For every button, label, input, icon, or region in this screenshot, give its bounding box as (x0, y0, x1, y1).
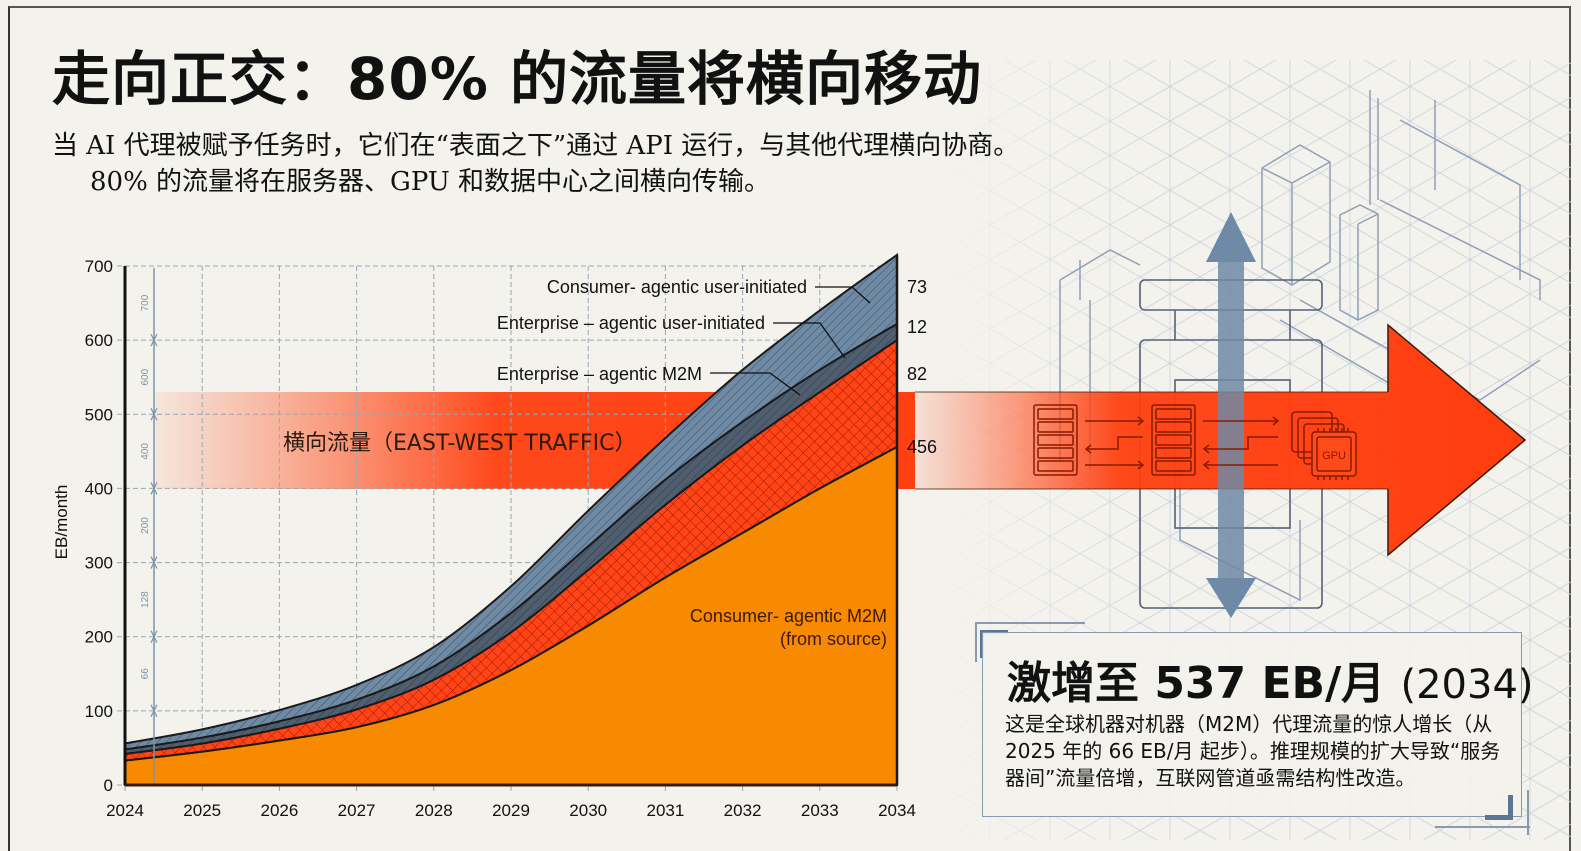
page-title: 走向正交：80% 的流量将横向移动 (52, 45, 983, 113)
x-tick-label: 2027 (338, 801, 376, 820)
end-value-label: 456 (907, 437, 937, 457)
callout-box: 激增至 537 EB/月 (2034) 这是全球机器对机器（M2M）代理流量的惊… (982, 632, 1534, 817)
leader-line (815, 286, 871, 304)
dimension-label: 600 (140, 368, 151, 385)
series-label-consumer-m2m-source: (from source) (780, 629, 887, 649)
series-label-enterprise-user-initiated: Enterprise – agentic user-initiated (497, 313, 765, 333)
series-label-enterprise-m2m: Enterprise – agentic M2M (497, 364, 702, 384)
y-tick-label: 200 (85, 628, 113, 647)
page-subtitle: 当 AI 代理被赋予任务时，它们在“表面之下”通过 API 运行，与其他代理横向… (52, 128, 1019, 200)
dimension-label: 200 (140, 517, 151, 534)
x-tick-label: 2031 (646, 801, 684, 820)
x-tick-label: 2025 (183, 801, 221, 820)
callout-body: 这是全球机器对机器（M2M）代理流量的惊人增长（从 2025 年的 66 EB/… (1005, 712, 1501, 790)
data-flow-arrows (1084, 416, 1280, 470)
gpu-icon (1291, 411, 1357, 480)
end-value-label: 73 (907, 277, 927, 297)
end-value-label: 12 (907, 317, 927, 337)
x-tick-label: 2024 (106, 801, 144, 820)
dimension-tick (150, 704, 158, 718)
x-tick-label: 2033 (801, 801, 839, 820)
y-tick-label: 500 (85, 405, 113, 424)
dimension-label: 400 (140, 443, 151, 460)
x-tick-label: 2026 (260, 801, 298, 820)
callout-headline: 激增至 537 EB/月 (2034) (1007, 647, 1534, 711)
dimension-tick (150, 630, 158, 643)
server-icon (1151, 404, 1196, 476)
dimension-tick (150, 556, 158, 569)
x-tick-label: 2032 (724, 801, 762, 820)
series-label-consumer-m2m: Consumer- agentic M2M (690, 606, 887, 626)
x-tick-label: 2030 (569, 801, 607, 820)
series-label-consumer-user-initiated: Consumer- agentic user-initiated (547, 277, 807, 297)
dimension-label: 66 (140, 668, 151, 680)
x-tick-label: 2028 (415, 801, 453, 820)
dimension-label: 128 (140, 591, 151, 608)
y-tick-label: 700 (85, 257, 113, 276)
subtitle-line-1: 当 AI 代理被赋予任务时，它们在“表面之下”通过 API 运行，与其他代理横向… (52, 131, 1020, 161)
server-icon (1033, 404, 1078, 476)
leader-line (710, 372, 801, 396)
band-label: 横向流量（EAST-WEST TRAFFIC） (283, 431, 636, 456)
x-tick-label: 2034 (878, 801, 916, 820)
x-tick-label: 2029 (492, 801, 530, 820)
y-tick-label: 400 (85, 479, 113, 498)
corner-mark (1508, 795, 1513, 820)
y-tick-label: 600 (85, 331, 113, 350)
dimension-label: 700 (140, 294, 151, 311)
corner-mark (1435, 826, 1530, 828)
dimension-tick (150, 482, 158, 495)
corner-mark (1527, 790, 1529, 835)
y-tick-label: 100 (85, 702, 113, 721)
corner-mark (1485, 815, 1513, 820)
end-value-label: 82 (907, 364, 927, 384)
y-tick-label: 300 (85, 554, 113, 573)
y-tick-label: 0 (104, 776, 113, 795)
leader-line (773, 322, 846, 359)
callout-headline-value: 激增至 537 EB/月 (1007, 658, 1386, 709)
north-south-arrow (1206, 212, 1256, 618)
dimension-tick (150, 333, 158, 347)
east-west-arrow (900, 325, 1525, 555)
callout-headline-year: (2034) (1400, 662, 1534, 708)
corner-mark (975, 622, 977, 662)
subtitle-line-2: 80% 的流量将在服务器、GPU 和数据中心之间横向传输。 (90, 167, 771, 197)
dimension-tick (150, 408, 158, 421)
y-axis-label: EB/month (52, 485, 71, 560)
gpu-label: GPU (1322, 450, 1346, 462)
corner-mark (975, 622, 1085, 624)
